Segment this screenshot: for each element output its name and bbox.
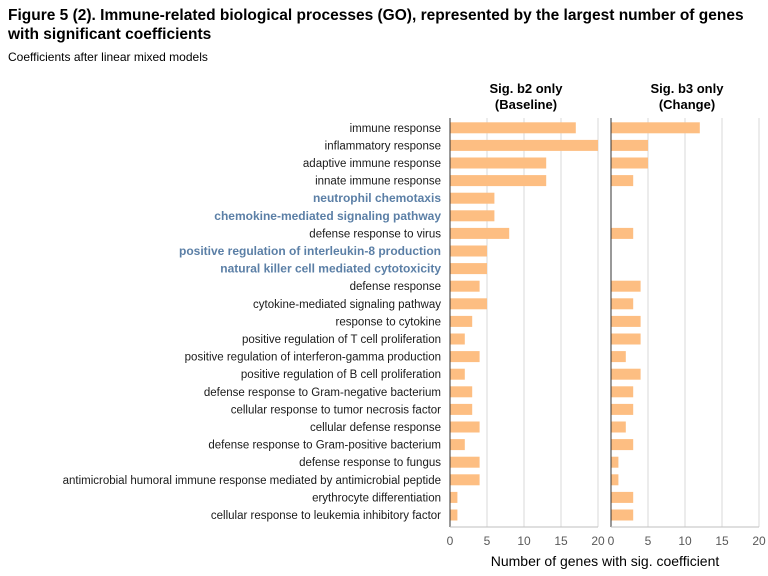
bar [611, 439, 634, 451]
bar [450, 210, 495, 222]
bar [450, 315, 473, 327]
category-label: innate immune response [315, 176, 441, 188]
bar [611, 421, 626, 433]
bar [450, 386, 473, 398]
bar [611, 456, 619, 468]
category-label: antimicrobial humoral immune response me… [63, 475, 441, 487]
bar [450, 227, 510, 239]
bar [450, 122, 576, 134]
bar [450, 351, 480, 363]
bar [611, 280, 641, 292]
bar [450, 491, 458, 503]
bar [450, 368, 465, 380]
bar [611, 298, 634, 310]
category-label: defense response to virus [309, 228, 441, 240]
bar [450, 403, 473, 415]
bar [611, 509, 634, 521]
x-tick-label: 10 [517, 534, 531, 548]
x-tick-label: 20 [752, 534, 766, 548]
panel-subtitle: (Baseline) [495, 97, 557, 112]
bar [450, 298, 487, 310]
panel-title: Sig. b2 only [490, 81, 564, 96]
category-label: inflammatory response [325, 140, 441, 152]
category-label: defense response to Gram-positive bacter… [208, 440, 441, 452]
x-tick-label: 15 [715, 534, 729, 548]
bar [450, 456, 480, 468]
bar [450, 421, 480, 433]
category-label: natural killer cell mediated cytotoxicit… [220, 262, 441, 276]
bar [611, 474, 619, 486]
x-tick-label: 20 [591, 534, 605, 548]
bar [450, 280, 480, 292]
bar [450, 245, 487, 257]
category-label: erythrocyte differentiation [312, 492, 441, 504]
x-tick-label: 5 [645, 534, 652, 548]
bar [450, 474, 480, 486]
category-label: defense response to fungus [299, 457, 441, 469]
bar [611, 122, 700, 134]
bar [611, 139, 648, 151]
category-label: positive regulation of interleukin-8 pro… [179, 244, 441, 258]
bar [611, 403, 634, 415]
category-label: defense response to Gram-negative bacter… [204, 387, 441, 399]
bar [611, 315, 641, 327]
x-axis-label: Number of genes with sig. coefficient [491, 553, 720, 569]
category-label: positive regulation of B cell proliferat… [241, 369, 441, 381]
category-label: cellular response to leukemia inhibitory… [211, 510, 441, 522]
category-label: chemokine-mediated signaling pathway [214, 209, 441, 223]
bar [450, 175, 547, 187]
x-tick-label: 0 [447, 534, 454, 548]
category-label: immune response [350, 123, 441, 135]
category-label: positive regulation of interferon-gamma … [185, 352, 441, 364]
bar [450, 509, 458, 521]
bar [450, 192, 495, 204]
bar [450, 157, 547, 169]
category-label: neutrophil chemotaxis [313, 191, 441, 205]
category-label: positive regulation of T cell proliferat… [242, 334, 441, 346]
bar [450, 333, 465, 345]
figure-title: Figure 5 (2). Immune-related biological … [8, 7, 744, 43]
category-label: cellular response to tumor necrosis fact… [231, 404, 441, 416]
figure-subtitle: Coefficients after linear mixed models [8, 50, 208, 64]
bar [611, 368, 641, 380]
category-label: cytokine-mediated signaling pathway [253, 299, 441, 311]
category-label: adaptive immune response [303, 158, 441, 170]
x-tick-label: 0 [608, 534, 615, 548]
category-label: cellular defense response [310, 422, 441, 434]
x-tick-label: 15 [554, 534, 568, 548]
bar [450, 263, 487, 275]
bar [611, 386, 634, 398]
bar [611, 351, 626, 363]
bar [450, 139, 598, 151]
x-tick-label: 5 [484, 534, 491, 548]
x-tick-label: 10 [678, 534, 692, 548]
bar [611, 227, 634, 239]
bar [611, 157, 648, 169]
panel-subtitle: (Change) [659, 97, 715, 112]
panel-title: Sig. b3 only [651, 81, 725, 96]
bar [450, 439, 465, 451]
category-label: response to cytokine [336, 316, 441, 328]
bar [611, 491, 634, 503]
bar [611, 175, 634, 187]
bar [611, 333, 641, 345]
category-label: defense response [350, 281, 441, 293]
